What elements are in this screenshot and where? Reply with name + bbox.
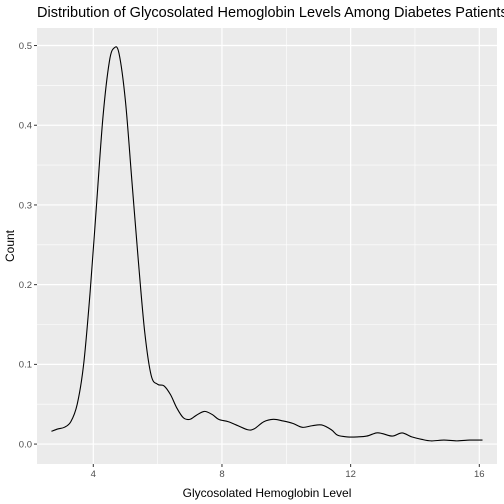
y-tick-label: 0.3 (19, 200, 32, 211)
density-line (51, 46, 483, 442)
x-tick-label: 12 (345, 469, 356, 480)
x-tick-label: 8 (219, 469, 224, 480)
y-tick-label: 0.2 (19, 280, 32, 291)
y-tick-label: 0.0 (19, 439, 32, 450)
x-tick-label: 16 (474, 469, 485, 480)
y-tick-label: 0.5 (19, 41, 32, 52)
grid-major (37, 28, 497, 464)
chart-title: Distribution of Glycosolated Hemoglobin … (37, 5, 504, 21)
y-tick-label: 0.4 (19, 121, 32, 132)
y-tick-label: 0.1 (19, 360, 32, 371)
x-axis-label: Glycosolated Hemoglobin Level (183, 486, 352, 500)
plot-panel (37, 28, 497, 464)
x-tick-label: 4 (91, 469, 96, 480)
y-axis: 0.0 0.1 0.2 0.3 0.4 0.5 (19, 41, 37, 450)
y-axis-label: Count (3, 229, 17, 262)
series-layer (51, 46, 483, 442)
grid-minor (37, 28, 497, 464)
x-axis: 4 8 12 16 (91, 464, 485, 480)
